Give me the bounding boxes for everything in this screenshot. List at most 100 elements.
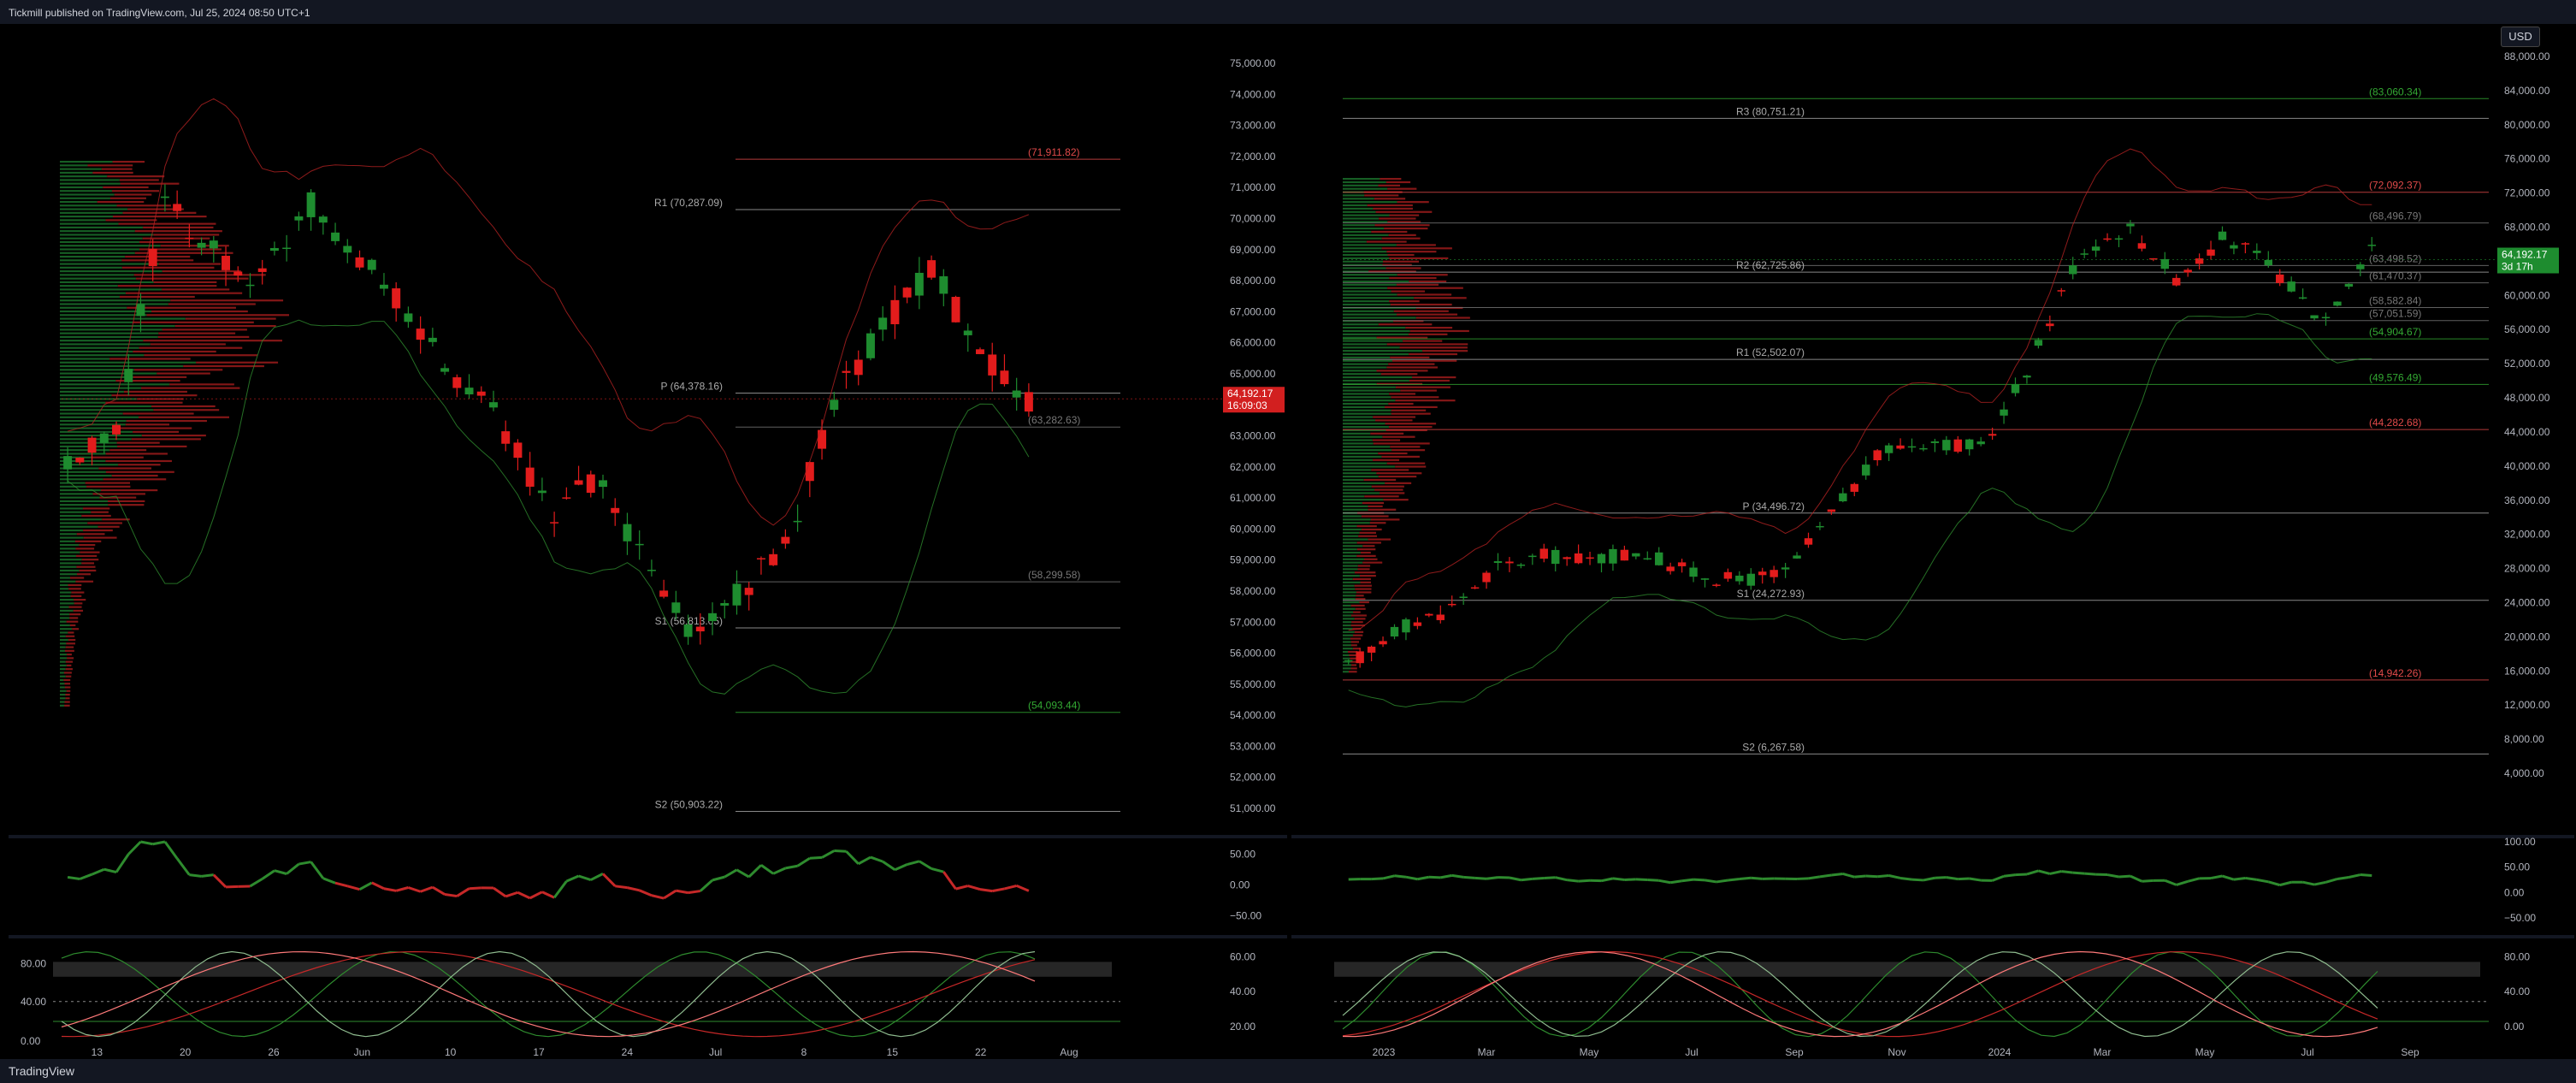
volume-profile-bar bbox=[60, 208, 128, 210]
volume-profile-bar bbox=[60, 394, 112, 397]
volume-profile-bar bbox=[1343, 317, 1416, 319]
volume-profile-bar bbox=[1343, 389, 1401, 392]
volume-profile-bar bbox=[75, 547, 95, 550]
candle-body bbox=[2149, 257, 2158, 260]
volume-profile-bar bbox=[60, 372, 157, 375]
candle-body bbox=[830, 399, 839, 411]
volume-profile-bar bbox=[134, 230, 222, 233]
candle-body bbox=[1873, 450, 1882, 460]
volume-profile-bar bbox=[122, 412, 194, 415]
volume-profile-bar bbox=[1382, 263, 1412, 266]
volume-profile-bar bbox=[1343, 204, 1368, 207]
rsi-segment bbox=[1854, 874, 1866, 879]
publish-text: Tickmill published on TradingView.com, J… bbox=[9, 7, 310, 19]
volume-profile-bar bbox=[60, 361, 197, 364]
volume-profile-bar bbox=[60, 340, 144, 342]
candle-body bbox=[1528, 555, 1537, 558]
price-axis-label: 60,000.00 bbox=[1230, 523, 1276, 535]
right-chart-panel[interactable]: 88,000.00 84,000.00 80,000.00 76,000.00 72,0… bbox=[1291, 24, 2574, 1059]
candle-body bbox=[805, 462, 814, 482]
rsi-segment bbox=[736, 868, 750, 879]
volume-profile-bar bbox=[99, 496, 137, 499]
volume-profile-bar bbox=[1343, 217, 1380, 220]
volume-profile-bar bbox=[1343, 618, 1355, 620]
volume-profile-bar bbox=[60, 303, 168, 305]
volume-profile-bar bbox=[140, 387, 240, 389]
candle-body bbox=[1574, 553, 1583, 564]
volume-profile-bar bbox=[1343, 501, 1362, 505]
volume-profile-bar bbox=[76, 533, 105, 536]
volume-profile-bar bbox=[68, 638, 76, 642]
volume-profile-bar bbox=[60, 686, 65, 689]
price-axis-label: 69,000.00 bbox=[1230, 244, 1276, 256]
volume-profile-bar bbox=[60, 164, 88, 167]
rsi-segment bbox=[2084, 872, 2096, 876]
volume-profile-bar bbox=[1350, 637, 1362, 640]
volume-profile-bar bbox=[1343, 224, 1375, 227]
price-axis-label: 68,000.00 bbox=[1230, 275, 1276, 287]
rsi-segment bbox=[2349, 873, 2361, 879]
candle-body bbox=[257, 268, 267, 272]
volume-profile-bar bbox=[65, 635, 75, 637]
candle-body bbox=[1862, 465, 1870, 476]
candle-body bbox=[2183, 269, 2192, 273]
volume-profile-bar bbox=[60, 383, 170, 386]
volume-profile-bar bbox=[60, 583, 68, 587]
volume-profile-bar bbox=[111, 474, 158, 477]
volume-profile-bar bbox=[64, 704, 70, 707]
rsi-segment bbox=[2187, 877, 2200, 883]
volume-profile-bar bbox=[60, 281, 154, 283]
volume-profile-bar bbox=[97, 525, 120, 528]
volume-profile-bar bbox=[1343, 462, 1387, 465]
volume-profile-bar bbox=[60, 306, 127, 309]
right-chart-svg[interactable]: 88,000.00 84,000.00 80,000.00 76,000.00 72,0… bbox=[1291, 24, 2574, 1059]
candle-body bbox=[2000, 409, 2008, 416]
volume-profile-bar bbox=[1387, 187, 1417, 190]
rsi-segment bbox=[1428, 875, 1441, 879]
volume-profile-bar bbox=[1343, 366, 1387, 369]
volume-profile-bar bbox=[1343, 660, 1351, 663]
rsi-segment bbox=[1555, 876, 1568, 882]
volume-profile-bar bbox=[1354, 571, 1376, 574]
volume-profile-bar bbox=[1352, 648, 1361, 650]
volume-profile-bar bbox=[1393, 320, 1424, 323]
volume-profile-bar bbox=[1385, 423, 1437, 425]
rsi-segment bbox=[699, 879, 714, 892]
left-chart-svg[interactable]: 75,000.00 74,000.00 73,000.00 72,000.00 71,0… bbox=[9, 24, 1287, 1059]
rsi-segment bbox=[2256, 878, 2269, 884]
volume-profile-bar bbox=[112, 161, 145, 163]
volume-profile-bar bbox=[63, 678, 71, 682]
volume-profile-bar bbox=[1343, 399, 1396, 402]
volume-profile-bar bbox=[1363, 558, 1378, 560]
candle-body bbox=[1367, 646, 1376, 653]
volume-profile-bar bbox=[60, 343, 151, 346]
volume-profile-bar bbox=[1360, 581, 1371, 583]
rsi-axis-label: 0.00 bbox=[2504, 886, 2525, 898]
volume-profile-bar bbox=[1343, 439, 1373, 441]
volume-profile-bar bbox=[60, 168, 102, 170]
volume-profile-bar bbox=[60, 274, 134, 276]
volume-profile-bar bbox=[1343, 482, 1385, 484]
rsi-segment bbox=[212, 873, 227, 888]
price-axis-label: 54,000.00 bbox=[1230, 709, 1276, 721]
volume-profile-bar bbox=[1387, 253, 1415, 257]
volume-profile-bar bbox=[1376, 336, 1428, 339]
currency-button[interactable]: USD bbox=[2501, 27, 2540, 47]
volume-profile-bar bbox=[1343, 449, 1392, 452]
candle-body bbox=[379, 284, 388, 289]
volume-profile-bar bbox=[1380, 492, 1405, 494]
candle-body bbox=[2023, 376, 2031, 378]
volume-profile-bar bbox=[1343, 277, 1390, 280]
candle-body bbox=[222, 255, 231, 270]
price-axis-label: 63,000.00 bbox=[1230, 430, 1276, 442]
volume-profile-bar bbox=[111, 190, 160, 192]
volume-profile-bar bbox=[1354, 618, 1366, 620]
volume-profile-bar bbox=[1350, 614, 1367, 617]
volume-profile-bar bbox=[60, 599, 74, 601]
rsi-segment bbox=[2245, 876, 2258, 881]
volume-profile-bar bbox=[169, 383, 234, 386]
candle-body bbox=[866, 333, 875, 358]
left-chart-panel[interactable]: 75,000.00 74,000.00 73,000.00 72,000.00 71,0… bbox=[9, 24, 1287, 1059]
volume-profile-bar bbox=[87, 164, 133, 167]
tradingview-logo[interactable]: TradingView bbox=[9, 1064, 75, 1078]
